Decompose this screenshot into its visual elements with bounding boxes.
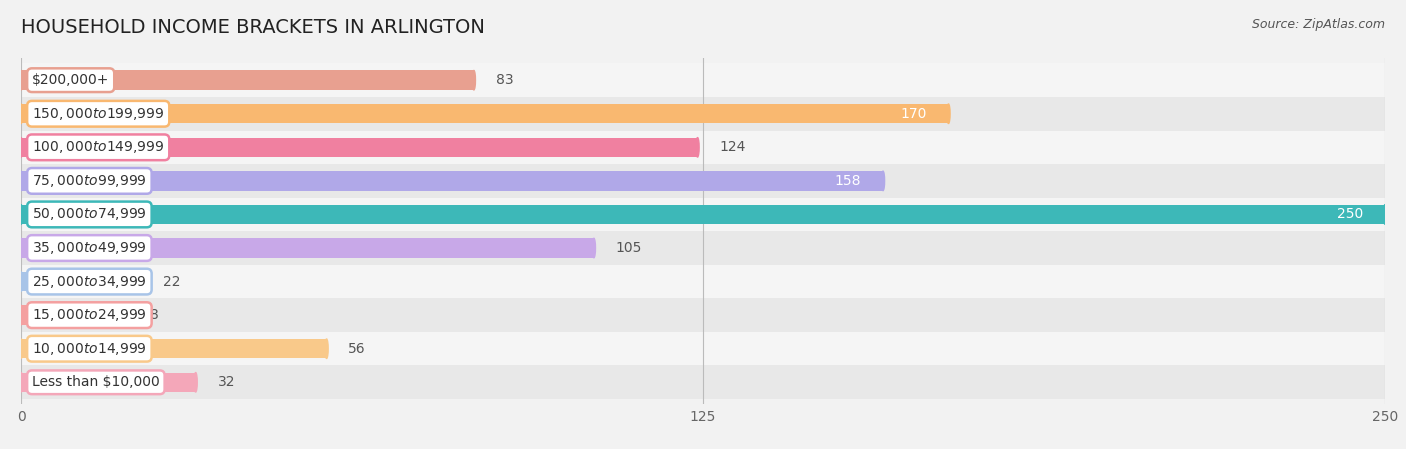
Text: $100,000 to $149,999: $100,000 to $149,999 (32, 139, 165, 155)
Text: 18: 18 (141, 308, 159, 322)
Bar (21, 104, 949, 123)
Circle shape (472, 70, 475, 90)
Text: 56: 56 (349, 342, 366, 356)
Text: 83: 83 (496, 73, 513, 87)
Bar (21, 265, 1385, 299)
Text: $50,000 to $74,999: $50,000 to $74,999 (32, 207, 146, 222)
Text: Less than $10,000: Less than $10,000 (32, 375, 160, 389)
Bar (21, 305, 120, 325)
Bar (21, 171, 883, 191)
Text: 250: 250 (1337, 207, 1362, 221)
Circle shape (592, 238, 596, 258)
Bar (21, 365, 1385, 399)
Text: 105: 105 (616, 241, 643, 255)
Text: 170: 170 (900, 107, 927, 121)
Bar (21, 131, 1385, 164)
Circle shape (118, 305, 121, 325)
Circle shape (20, 339, 22, 358)
Circle shape (20, 137, 22, 157)
Bar (21, 137, 697, 157)
Bar (21, 164, 1385, 198)
Text: $150,000 to $199,999: $150,000 to $199,999 (32, 106, 165, 122)
Bar (21, 373, 195, 392)
Bar (21, 205, 1385, 224)
Circle shape (20, 70, 22, 90)
Circle shape (325, 339, 328, 358)
Bar (21, 332, 1385, 365)
Bar (21, 231, 1385, 265)
Text: $15,000 to $24,999: $15,000 to $24,999 (32, 307, 146, 323)
Bar (21, 198, 1385, 231)
Circle shape (696, 137, 699, 157)
Bar (21, 97, 1385, 131)
Circle shape (20, 373, 22, 392)
Circle shape (20, 238, 22, 258)
Text: HOUSEHOLD INCOME BRACKETS IN ARLINGTON: HOUSEHOLD INCOME BRACKETS IN ARLINGTON (21, 18, 485, 37)
Bar (21, 272, 141, 291)
Circle shape (194, 373, 197, 392)
Bar (21, 238, 593, 258)
Circle shape (20, 171, 22, 191)
Text: $10,000 to $14,999: $10,000 to $14,999 (32, 341, 146, 357)
Text: 22: 22 (163, 275, 180, 289)
Circle shape (20, 205, 22, 224)
Circle shape (20, 305, 22, 325)
Text: $25,000 to $34,999: $25,000 to $34,999 (32, 273, 146, 290)
Text: $75,000 to $99,999: $75,000 to $99,999 (32, 173, 146, 189)
Text: 124: 124 (720, 141, 745, 154)
Bar (21, 339, 326, 358)
Circle shape (946, 104, 950, 123)
Text: $200,000+: $200,000+ (32, 73, 110, 87)
Circle shape (1384, 205, 1386, 224)
Circle shape (882, 171, 884, 191)
Text: Source: ZipAtlas.com: Source: ZipAtlas.com (1251, 18, 1385, 31)
Circle shape (20, 104, 22, 123)
Circle shape (20, 272, 22, 291)
Text: 158: 158 (835, 174, 862, 188)
Bar (21, 299, 1385, 332)
Text: $35,000 to $49,999: $35,000 to $49,999 (32, 240, 146, 256)
Bar (21, 70, 474, 90)
Text: 32: 32 (218, 375, 235, 389)
Bar (21, 63, 1385, 97)
Circle shape (139, 272, 142, 291)
